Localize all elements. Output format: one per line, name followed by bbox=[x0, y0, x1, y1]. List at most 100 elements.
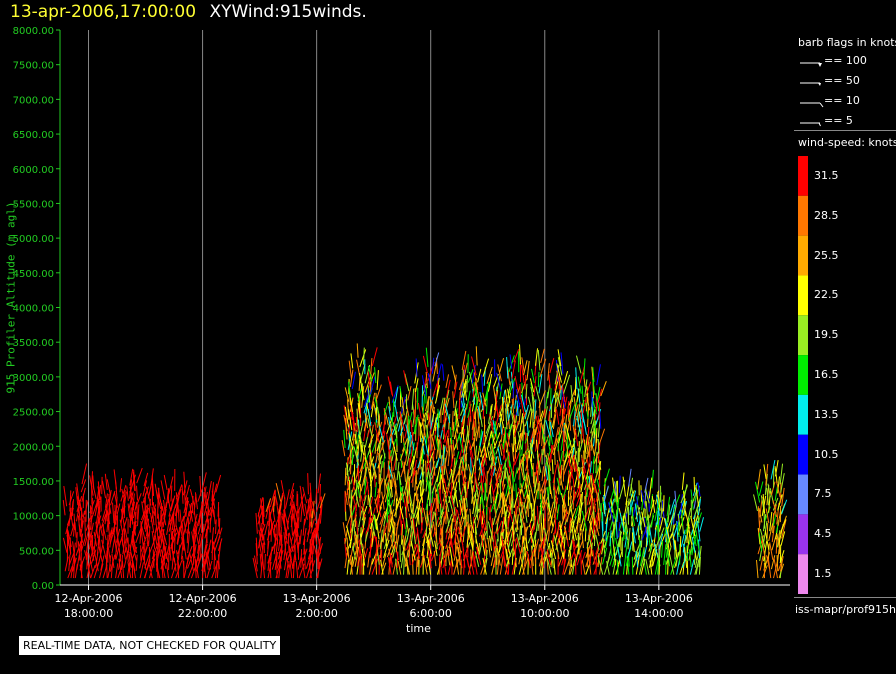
wind-barb bbox=[583, 358, 586, 380]
wind-barb bbox=[473, 372, 479, 391]
wind-barb bbox=[432, 363, 437, 382]
wind-barb bbox=[134, 493, 142, 510]
wind-barb bbox=[355, 527, 359, 545]
wind-barb bbox=[81, 487, 86, 502]
wind-barb bbox=[120, 484, 127, 502]
wind-barb bbox=[294, 518, 298, 537]
wind-barb bbox=[260, 528, 266, 545]
wind-barb bbox=[759, 528, 766, 548]
chart-product-name: XYWind:915winds. bbox=[209, 2, 367, 22]
wind-barb bbox=[461, 426, 465, 443]
wind-barb bbox=[515, 432, 522, 453]
wind-barb bbox=[631, 532, 635, 552]
wind-barb bbox=[346, 488, 350, 507]
wind-barb bbox=[600, 380, 607, 397]
wind-barb bbox=[603, 494, 607, 511]
wind-barb bbox=[677, 513, 681, 529]
wind-barb bbox=[558, 471, 564, 490]
wind-barb bbox=[499, 358, 505, 373]
wind-barb bbox=[627, 527, 631, 550]
wind-barb bbox=[289, 561, 293, 579]
wind-barb bbox=[581, 528, 584, 549]
wind-barb bbox=[780, 519, 787, 532]
wind-barb bbox=[584, 379, 588, 398]
wind-barb bbox=[473, 481, 481, 499]
wind-barb bbox=[624, 530, 629, 548]
wind-barb bbox=[357, 482, 361, 499]
wind-barb bbox=[290, 513, 294, 528]
wind-barb bbox=[549, 357, 555, 374]
wind-barb bbox=[383, 539, 390, 558]
wind-barb bbox=[670, 556, 677, 575]
wind-barb bbox=[140, 523, 146, 542]
wind-barb bbox=[643, 516, 648, 538]
wind-barb bbox=[487, 430, 493, 448]
wind-barb bbox=[780, 556, 784, 572]
wind-barb bbox=[67, 530, 72, 547]
wind-barb bbox=[295, 522, 299, 537]
wind-barb bbox=[469, 556, 475, 575]
wind-barb bbox=[357, 403, 361, 418]
wind-barb bbox=[554, 376, 558, 391]
wind-barb bbox=[177, 504, 180, 522]
wind-barb bbox=[525, 383, 528, 399]
wind-barb bbox=[505, 476, 511, 495]
wind-barb bbox=[260, 498, 263, 515]
y-tick-label: 0.00 bbox=[32, 581, 54, 592]
wind-barb bbox=[596, 386, 601, 402]
wind-barb bbox=[488, 465, 496, 486]
wind-barb bbox=[589, 520, 595, 540]
wind-barb bbox=[443, 430, 449, 444]
wind-barb bbox=[533, 515, 537, 530]
wind-barb bbox=[197, 521, 203, 535]
wind-barb bbox=[781, 487, 785, 507]
wind-barb bbox=[264, 520, 269, 536]
wind-barb bbox=[473, 445, 478, 466]
wind-barb bbox=[189, 552, 194, 571]
wind-barb bbox=[440, 474, 446, 493]
wind-barb bbox=[592, 549, 596, 565]
wind-barb bbox=[513, 511, 519, 530]
wind-barb bbox=[309, 527, 316, 544]
wind-barb bbox=[529, 378, 535, 393]
wind-barb bbox=[80, 537, 86, 552]
wind-barb bbox=[517, 431, 523, 450]
wind-barb bbox=[352, 550, 357, 567]
wind-barb bbox=[499, 470, 504, 488]
wind-barb bbox=[528, 513, 534, 528]
wind-barb bbox=[410, 541, 416, 561]
wind-barb bbox=[675, 552, 679, 567]
wind-barb bbox=[297, 535, 301, 551]
wind-barb bbox=[517, 487, 523, 505]
wind-barb bbox=[405, 520, 407, 536]
wind-barb bbox=[389, 438, 397, 457]
wind-barb bbox=[667, 504, 671, 523]
chart-datetime: 13-apr-2006,17:00:00 bbox=[10, 2, 197, 22]
wind-barb bbox=[379, 426, 384, 443]
wind-barb bbox=[415, 378, 419, 393]
wind-barb bbox=[483, 442, 488, 458]
wind-barb bbox=[641, 511, 646, 528]
wind-barb bbox=[595, 428, 598, 443]
wind-barb bbox=[626, 556, 630, 575]
wind-barb bbox=[398, 471, 402, 485]
wind-barb bbox=[774, 460, 779, 477]
wind-barb bbox=[387, 485, 391, 506]
wind-barb bbox=[415, 556, 418, 575]
wind-barb bbox=[92, 475, 95, 490]
wind-barb bbox=[759, 555, 764, 571]
wind-barb bbox=[302, 518, 306, 536]
wind-barb bbox=[395, 558, 398, 575]
wind-barb bbox=[754, 481, 761, 503]
wind-barb bbox=[580, 491, 584, 507]
wind-barb bbox=[547, 520, 551, 542]
wind-barb bbox=[548, 507, 554, 527]
wind-barb bbox=[586, 487, 592, 506]
wind-barb bbox=[549, 421, 554, 438]
wind-barb bbox=[438, 488, 443, 508]
wind-barb bbox=[649, 560, 653, 575]
wind-barb bbox=[349, 396, 354, 415]
wind-barb bbox=[267, 529, 270, 550]
barb-legend-label: == 100 bbox=[824, 54, 867, 67]
wind-barb bbox=[370, 403, 374, 418]
